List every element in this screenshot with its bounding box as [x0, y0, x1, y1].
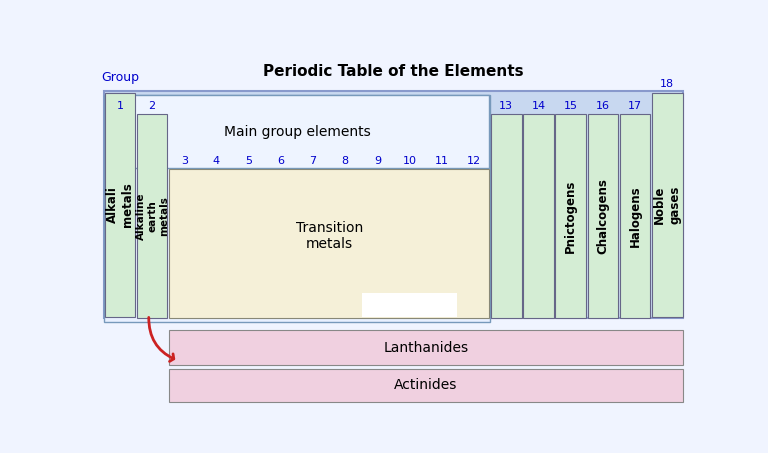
Text: 5: 5 [245, 156, 252, 166]
Bar [105, 95, 488, 169]
Text: 9: 9 [374, 156, 381, 166]
Text: Periodic Table of the Elements: Periodic Table of the Elements [263, 63, 524, 79]
Bar [491, 114, 521, 318]
Text: Halogens: Halogens [629, 185, 641, 247]
Text: Chalcogens: Chalcogens [597, 178, 610, 254]
Text: Main group elements: Main group elements [223, 125, 370, 139]
Bar [104, 93, 135, 317]
Text: 17: 17 [628, 101, 642, 111]
Bar [523, 114, 554, 318]
Bar [169, 369, 683, 402]
Bar [652, 93, 683, 317]
Bar [362, 293, 457, 317]
Text: Lanthanides: Lanthanides [383, 341, 468, 355]
Bar [555, 114, 586, 318]
Bar [169, 330, 683, 366]
Text: 14: 14 [531, 101, 545, 111]
Text: 8: 8 [342, 156, 349, 166]
Bar [104, 92, 684, 318]
Text: 10: 10 [402, 156, 417, 166]
Text: 2: 2 [148, 101, 156, 111]
Text: 12: 12 [467, 156, 482, 166]
Text: 6: 6 [277, 156, 284, 166]
Text: Group: Group [101, 71, 139, 84]
Text: 7: 7 [310, 156, 316, 166]
Text: 1: 1 [117, 101, 124, 111]
Bar [169, 169, 489, 318]
Text: Pnictogens: Pnictogens [564, 179, 578, 253]
Bar [620, 114, 650, 318]
Text: 16: 16 [596, 101, 610, 111]
Text: Actinides: Actinides [394, 378, 458, 392]
Text: 13: 13 [499, 101, 513, 111]
Text: Noble
gases: Noble gases [654, 186, 681, 224]
Text: 18: 18 [660, 79, 674, 89]
Text: Alkaline
earth
metals: Alkaline earth metals [135, 192, 169, 240]
Text: 15: 15 [564, 101, 578, 111]
Text: Alkali
metals: Alkali metals [106, 183, 134, 227]
Bar [104, 95, 490, 323]
Bar [137, 114, 167, 318]
Text: 3: 3 [180, 156, 187, 166]
Text: Transition
metals: Transition metals [296, 221, 362, 251]
Text: 4: 4 [213, 156, 220, 166]
Text: 11: 11 [435, 156, 449, 166]
Bar [588, 114, 618, 318]
